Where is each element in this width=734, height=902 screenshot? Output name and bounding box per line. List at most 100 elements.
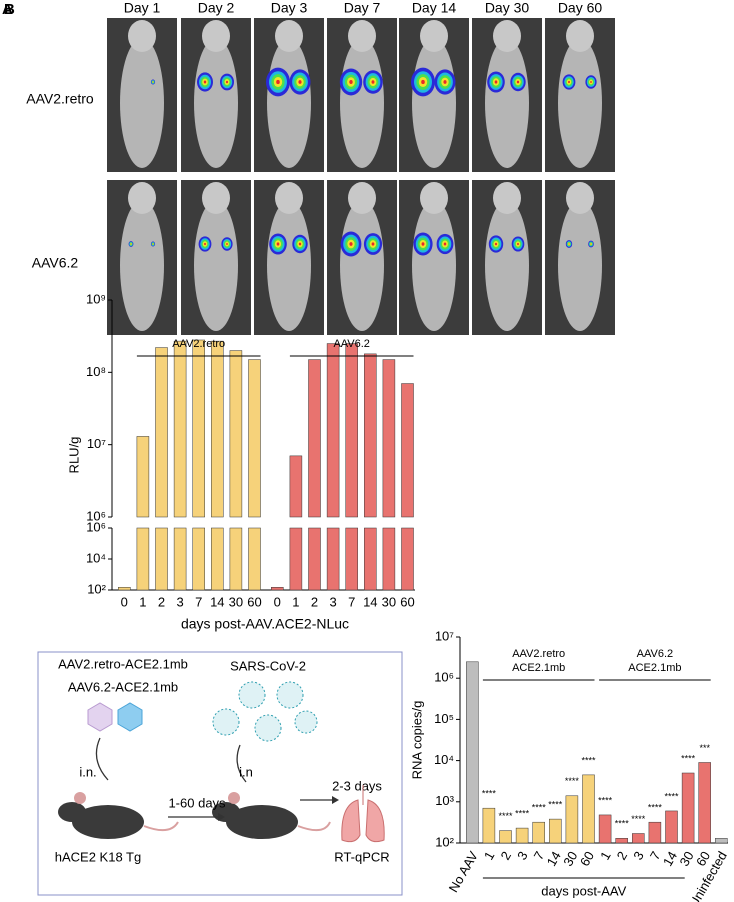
bar [211,340,224,518]
group-label: AAV2.retro [172,338,225,350]
mouse-body [120,200,164,331]
day-label: Day 30 [485,0,530,16]
bar [515,827,529,844]
x-axis-label: days post-AAV [541,883,626,898]
lungs [341,785,385,843]
bar [271,587,284,591]
readout-label: RT-qPCR [334,849,389,864]
x-tick-label: 30 [229,594,243,609]
virus-label: SARS-CoV-2 [230,658,306,673]
virions [212,681,318,742]
significance: **** [664,791,679,801]
route-label: i.n [239,764,253,779]
signal [590,80,592,84]
signal [349,242,353,246]
bar [289,455,303,518]
bar [326,527,340,591]
bar [248,359,261,518]
bar [582,774,595,844]
mouse-head [566,182,594,214]
signal [276,79,280,85]
mouse-head [420,182,448,214]
bar [229,350,243,518]
bar [136,527,150,591]
x-tick-label: No AAV [446,848,481,894]
bar [364,527,377,591]
significance: **** [565,776,580,786]
y-tick-label: 10⁵ [434,711,454,726]
x-tick-label: 14 [363,594,377,609]
x-tick-label: 1 [139,594,146,609]
bar [229,527,243,591]
bar [499,830,512,844]
mouse-label: hACE2 K18 Tg [55,849,141,864]
signal [517,242,519,246]
bar [345,343,358,518]
x-tick-label: 2 [158,594,165,609]
x-tick-label: 60 [400,594,414,609]
significance: **** [498,811,513,821]
bar [118,587,131,591]
y-tick-label: 10⁸ [86,364,106,379]
row-label: AAV2.retro [26,91,94,107]
signal [226,242,228,246]
x-tick-label: 60 [577,849,597,869]
bar [598,814,612,844]
arrowhead [332,796,339,804]
arrow [95,737,247,783]
bar [565,795,579,844]
y-tick-label: 10⁴ [434,752,454,767]
bar [192,339,205,518]
mouse-body [194,38,238,168]
bar [382,527,396,591]
day-label: Day 2 [198,0,235,16]
x-tick-label: 14 [544,849,564,869]
signal [349,79,353,85]
mouse-body [267,38,311,168]
mouse-body [412,200,456,331]
x-tick-label: 2 [311,594,318,609]
panel-label: B [4,1,15,18]
capsid [87,702,113,732]
bar [648,821,662,844]
y-tick-label: 10⁴ [86,550,106,565]
significance: *** [699,743,710,753]
mouse-body [194,200,238,331]
bar [211,527,224,591]
signal [516,80,520,84]
signal [568,80,570,84]
x-tick-label: 30 [382,594,396,609]
significance: **** [615,819,630,829]
bar [345,527,358,591]
panel-label: A [2,1,13,18]
group-label: AAV2.retro ACE2.1mb [512,648,566,674]
bar [549,818,562,844]
mouse-body [485,38,529,168]
day-label: Day 14 [412,0,457,16]
x-tick-label: 60 [247,594,261,609]
mouse-head [202,182,230,214]
mouse-head [493,182,521,214]
schematic-box [37,651,403,896]
bar [681,772,695,844]
bar [308,527,321,591]
significance: **** [631,814,646,824]
vector-label: AAV6.2-ACE2.1mb [68,679,178,694]
signal [371,80,375,84]
signal [152,243,154,245]
mouse-body [340,200,384,331]
bar [665,810,678,844]
tail [297,821,331,832]
signal [298,242,302,246]
bar [308,359,321,518]
capsid [117,702,143,732]
bar [482,807,496,844]
significance: **** [515,808,530,818]
signal [130,243,132,245]
interval-label: 1-60 days [168,795,226,810]
signal [225,80,229,84]
mouse-body [340,38,384,168]
bar [326,343,340,518]
mouse-head [128,20,156,52]
